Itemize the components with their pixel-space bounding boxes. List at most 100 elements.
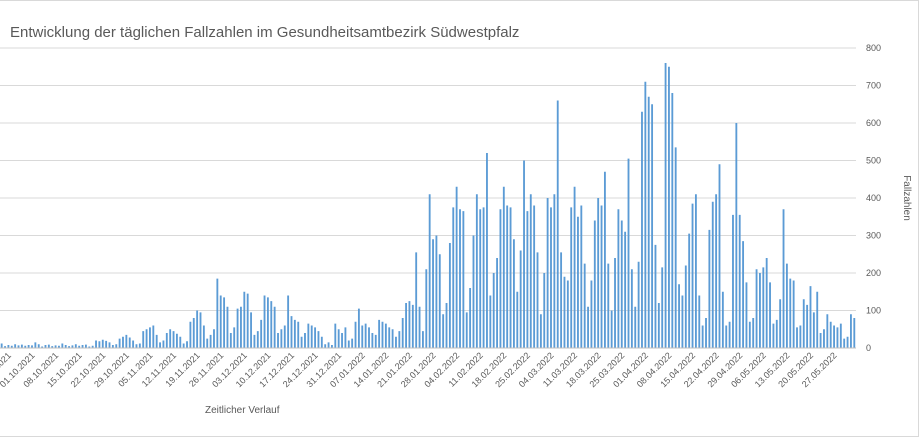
bar xyxy=(41,346,44,348)
bar xyxy=(738,214,741,348)
bar xyxy=(732,214,734,348)
bar xyxy=(64,345,67,348)
bar xyxy=(159,342,161,348)
bar xyxy=(37,344,40,348)
bar xyxy=(533,205,536,348)
bar xyxy=(782,209,785,348)
bar xyxy=(10,345,13,348)
bar xyxy=(138,343,141,348)
bar xyxy=(44,345,47,348)
bar xyxy=(597,198,600,348)
bar xyxy=(789,278,792,348)
bar xyxy=(381,321,384,348)
bar xyxy=(273,306,276,348)
y-tick-label: 500 xyxy=(866,156,881,166)
bar xyxy=(539,314,542,348)
bar xyxy=(331,345,333,348)
bar xyxy=(469,288,472,348)
bar xyxy=(297,321,300,348)
bar xyxy=(209,334,212,348)
bar xyxy=(334,323,337,348)
bar xyxy=(725,325,728,348)
bar xyxy=(14,344,17,348)
bar xyxy=(516,291,519,348)
bar xyxy=(705,318,707,348)
bar xyxy=(283,325,286,348)
bar xyxy=(752,318,755,348)
bar xyxy=(78,345,81,348)
bar xyxy=(839,323,842,348)
bar xyxy=(546,198,549,348)
bar xyxy=(260,319,263,348)
bar xyxy=(384,323,387,348)
bar xyxy=(785,263,788,348)
bar xyxy=(122,336,124,348)
bar xyxy=(816,291,819,348)
bar xyxy=(688,233,691,348)
bar xyxy=(277,333,279,348)
bar xyxy=(405,303,408,348)
bar xyxy=(51,346,54,348)
bar xyxy=(74,344,77,348)
y-axis-title: Fallzahlen xyxy=(901,175,912,221)
bar xyxy=(829,321,832,348)
bar xyxy=(432,239,434,348)
bar xyxy=(593,220,596,348)
x-axis-title: Zeitlicher Verlauf xyxy=(205,405,280,416)
bar xyxy=(250,312,252,348)
bar xyxy=(819,333,822,348)
bar xyxy=(428,194,431,348)
bar xyxy=(347,340,350,348)
bar xyxy=(223,297,226,348)
bar xyxy=(54,345,57,348)
bar xyxy=(435,235,438,348)
bar xyxy=(499,209,502,348)
bar xyxy=(179,336,182,348)
bar xyxy=(570,207,573,348)
y-tick-label: 100 xyxy=(866,306,881,316)
bar xyxy=(671,93,674,348)
bar xyxy=(132,340,135,348)
bar xyxy=(81,345,84,348)
bar xyxy=(233,327,236,348)
bar xyxy=(58,345,60,348)
bar xyxy=(536,252,539,348)
bar xyxy=(779,299,782,348)
bar xyxy=(853,318,856,348)
bar xyxy=(61,343,64,348)
bar xyxy=(577,216,579,348)
bar xyxy=(718,164,721,348)
bar xyxy=(792,280,795,348)
bar xyxy=(108,342,111,348)
y-tick-label: 300 xyxy=(866,231,881,241)
bar xyxy=(641,111,643,348)
bar xyxy=(698,295,701,348)
bar xyxy=(357,308,360,348)
bar xyxy=(31,345,33,348)
bar xyxy=(492,273,495,348)
bar xyxy=(68,346,70,348)
bar xyxy=(243,291,246,348)
bar xyxy=(701,325,704,348)
bar xyxy=(654,244,657,348)
bar xyxy=(98,341,101,348)
bar xyxy=(196,310,199,348)
bar xyxy=(47,344,50,348)
bar xyxy=(445,303,448,348)
bar xyxy=(543,273,546,348)
bar xyxy=(627,158,630,348)
y-tick-label: 800 xyxy=(866,43,881,53)
bar xyxy=(823,329,825,348)
bar xyxy=(388,327,391,348)
bar xyxy=(691,203,694,348)
bar xyxy=(371,333,374,348)
bar xyxy=(101,339,104,348)
bar xyxy=(105,340,108,348)
bar xyxy=(115,344,118,348)
bar xyxy=(34,342,37,348)
bar xyxy=(293,319,296,348)
bar xyxy=(610,310,613,348)
bar xyxy=(236,308,239,348)
bar xyxy=(600,205,603,348)
bar xyxy=(647,96,650,348)
